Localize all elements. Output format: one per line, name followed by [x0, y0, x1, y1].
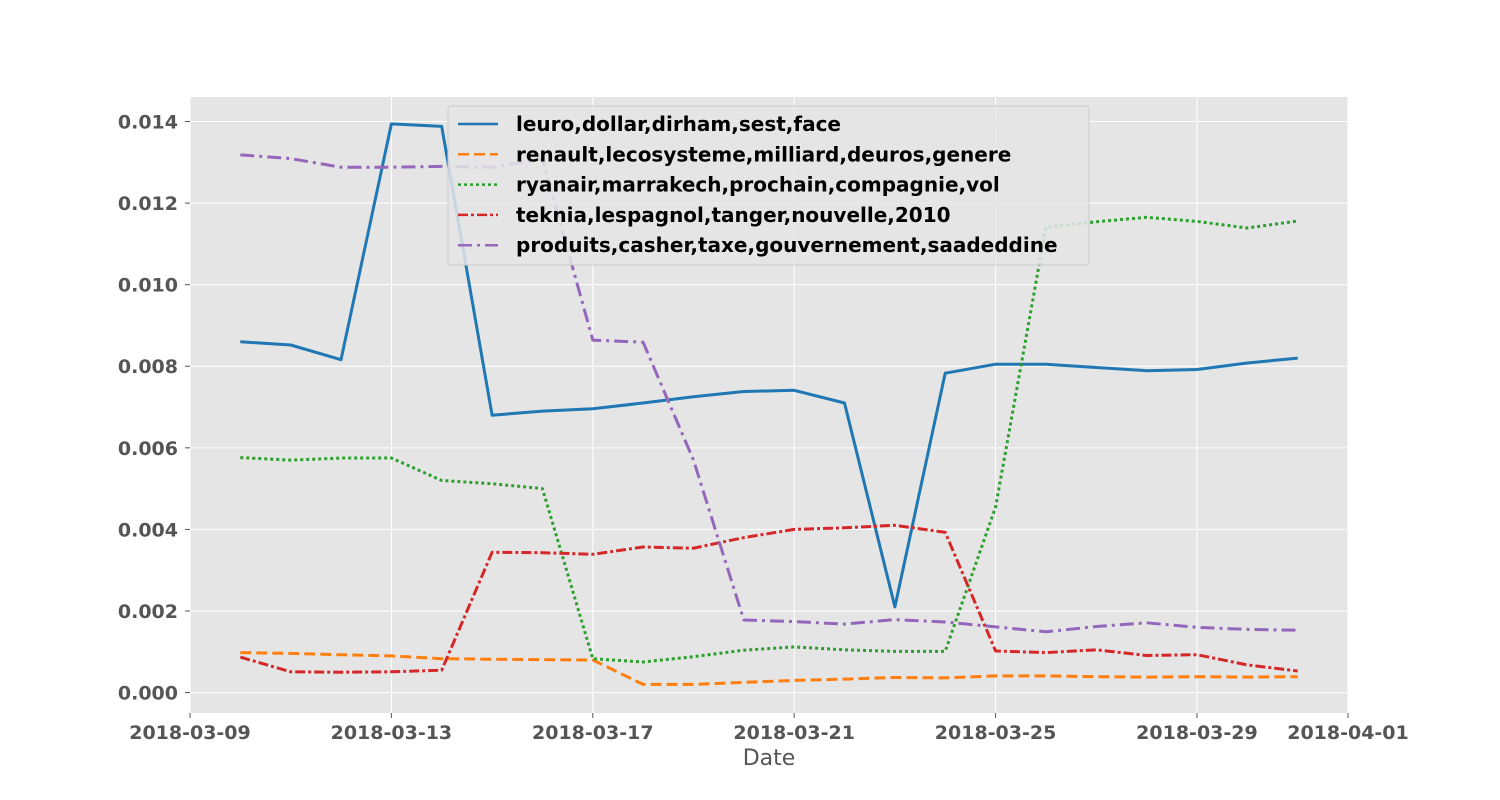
y-tick-label: 0.012 — [118, 193, 178, 215]
x-tick-label: 2018-03-21 — [733, 722, 855, 744]
axes: 2018-03-09 2018-03-13 2018-03-17 2018-03-21… — [118, 111, 1409, 744]
series-line-3 — [240, 215, 1298, 664]
legend-label-5: produits,casher,taxe,gouvernement,saaded… — [516, 233, 1058, 257]
series-line-4 — [239, 523, 1298, 674]
y-tick-label: 0.014 — [118, 111, 178, 133]
legend-label-4: teknia,lespagnol,tanger,nouvelle,2010 — [516, 203, 951, 227]
y-tick-label: 0.004 — [118, 519, 178, 541]
x-tick-label: 2018-04-01 — [1287, 722, 1409, 744]
series-line-1 — [240, 122, 1298, 609]
x-axis-label: Date — [743, 746, 796, 771]
legend-label-3: ryanair,marrakech,prochain,compagnie,vol — [516, 173, 1000, 197]
y-tick-label: 0.008 — [118, 356, 178, 378]
y-tick-label: 0.006 — [118, 438, 178, 460]
x-tick-label: 2018-03-13 — [331, 722, 453, 744]
series-layer — [239, 122, 1298, 686]
series-line-2 — [240, 651, 1298, 686]
y-tick-label: 0.010 — [118, 275, 178, 297]
legend: leuro,dollar,dirham,sest,face renault,lec… — [447, 105, 1090, 266]
x-tick-label: 2018-03-25 — [935, 722, 1057, 744]
y-tick-label: 0.000 — [118, 683, 178, 705]
x-tick-label: 2018-03-09 — [129, 722, 251, 744]
x-tick-label: 2018-03-17 — [532, 722, 654, 744]
legend-label-1: leuro,dollar,dirham,sest,face — [516, 112, 841, 136]
series-line-5 — [240, 153, 1298, 634]
legend-label-2: renault,lecosysteme,milliard,deuros,gene… — [516, 142, 1011, 166]
legend-box — [447, 105, 1090, 266]
x-tick-label: 2018-03-29 — [1136, 722, 1258, 744]
y-tick-label: 0.002 — [118, 601, 178, 623]
